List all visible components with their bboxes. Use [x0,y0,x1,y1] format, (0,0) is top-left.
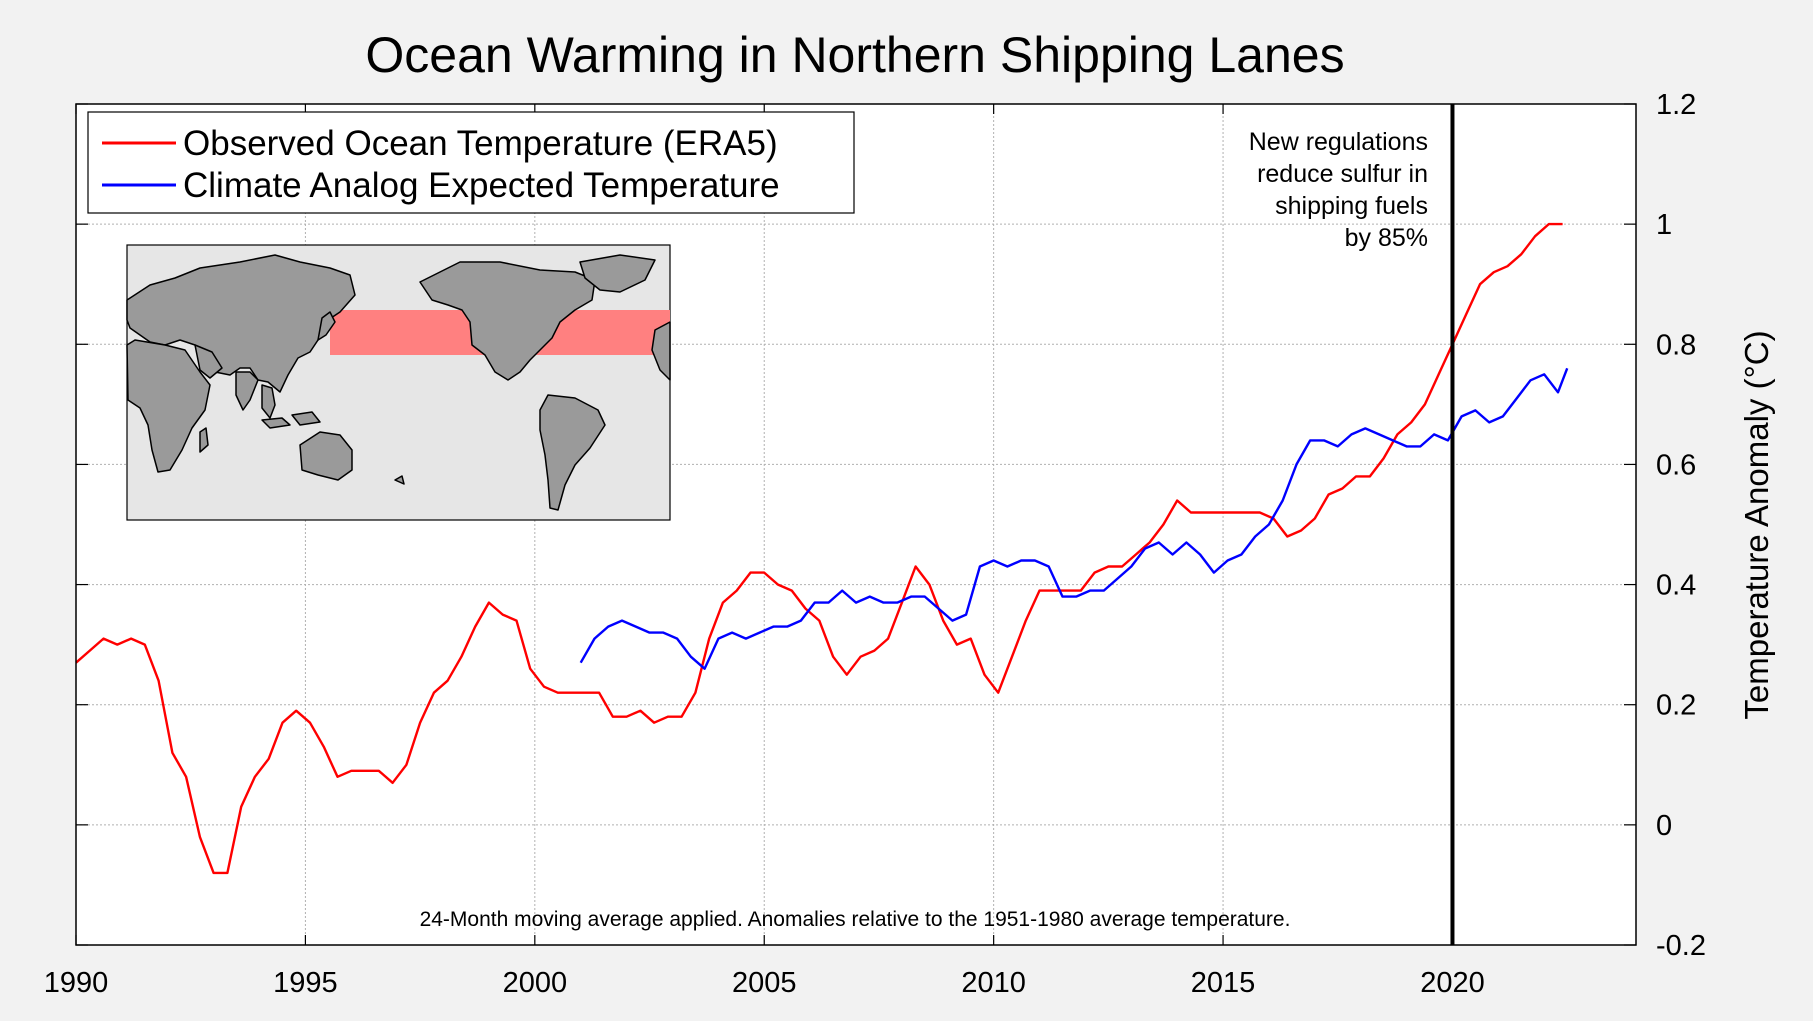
x-tick-label: 2020 [1420,967,1485,999]
footnote: 24-Month moving average applied. Anomali… [420,908,1291,931]
annotation-line-4: by 85% [1345,224,1428,252]
y-tick-label: -0.2 [1656,930,1706,962]
series-line-analog [579,367,1569,670]
y-axis: 1.2 1 0.8 0.6 0.4 0.2 0 -0.2 [76,89,1706,962]
x-tick-label: 2005 [732,967,797,999]
x-tick-label: 1990 [44,967,109,999]
annotation-line-3: shipping fuels [1275,192,1428,220]
x-axis: 1990 1995 2000 2005 2010 2015 2020 [44,104,1485,999]
x-tick-label: 2015 [1191,967,1256,999]
y-tick-label: 0.8 [1656,329,1696,361]
legend-entry-observed: Observed Ocean Temperature (ERA5) [183,124,778,163]
y-axis-label: Temperature Anomaly (°C) [1738,330,1775,719]
series-layer [75,222,1569,875]
world-map-icon [126,244,671,521]
annotation: New regulations reduce sulfur in shippin… [1249,128,1428,252]
x-tick-label: 2000 [503,967,568,999]
y-tick-label: 1.2 [1656,89,1696,121]
annotation-line-2: reduce sulfur in [1257,160,1428,188]
series-line-observed [75,222,1563,875]
y-tick-label: 0 [1656,810,1672,842]
legend-entry-analog: Climate Analog Expected Temperature [183,166,780,205]
annotation-line-1: New regulations [1249,128,1428,156]
y-tick-label: 0.6 [1656,449,1696,481]
x-tick-label: 1995 [273,967,338,999]
y-tick-label: 1 [1656,209,1672,241]
y-tick-label: 0.4 [1656,570,1696,602]
y-tick-label: 0.2 [1656,690,1696,722]
plot-area [76,104,1636,945]
legend: Observed Ocean Temperature (ERA5) Climat… [87,111,855,214]
chart-title: Ocean Warming in Northern Shipping Lanes [365,27,1344,83]
x-tick-label: 2010 [961,967,1026,999]
plot-frame [75,103,1637,946]
legend-box [87,111,855,214]
